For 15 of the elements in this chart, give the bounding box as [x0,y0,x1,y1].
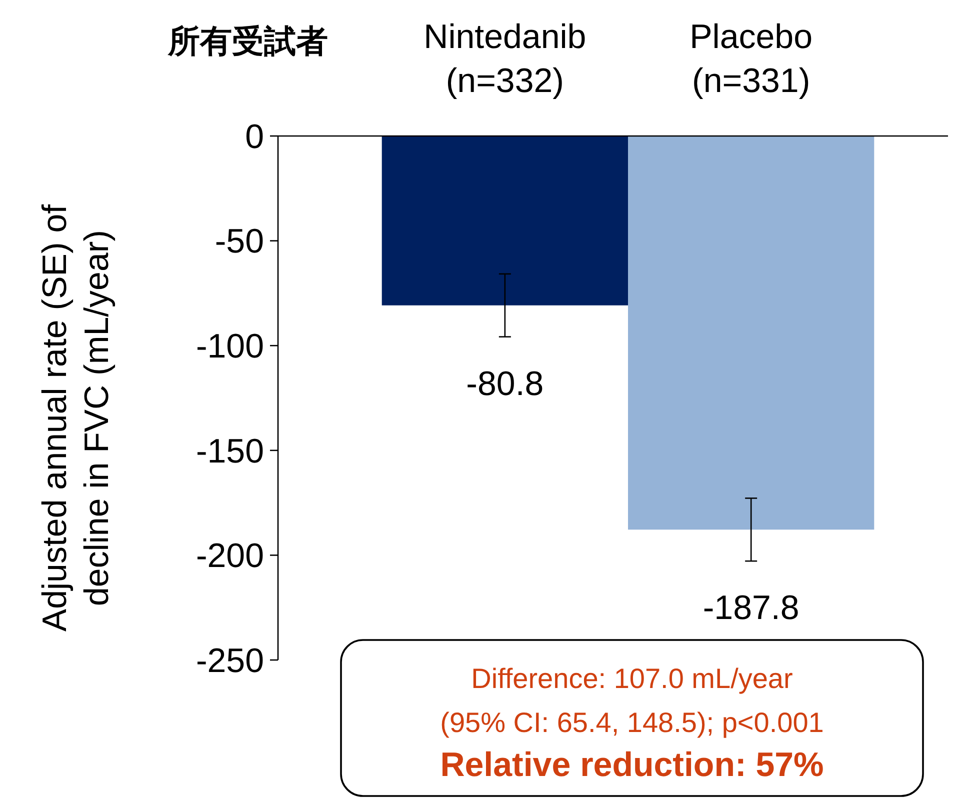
data-label: -187.8 [702,589,800,628]
chart-title: 所有受試者 [167,22,328,60]
x-tick-label: Nintedanib (n=332) [424,18,586,100]
x-tick-label: Placebo (n=331) [690,18,813,100]
text: Difference: 107.0 mL/year [471,663,793,694]
y-tick-label: -100 [196,328,264,366]
text: (95% CI: 65.4, 148.5); p<0.001 [440,707,824,738]
y-tick-label: -50 [214,222,264,261]
text: Relative reduction: 57% [440,746,824,784]
data-label: -80.8 [466,364,544,403]
y-axis-title: Adjusted annual rate (SE) of decline in FVC (mL/year) [36,204,116,632]
y-tick-label: -200 [196,537,264,576]
y-tick-label: -150 [196,432,264,470]
y-tick-label: -250 [196,642,264,680]
y-tick-label: 0 [245,118,264,156]
